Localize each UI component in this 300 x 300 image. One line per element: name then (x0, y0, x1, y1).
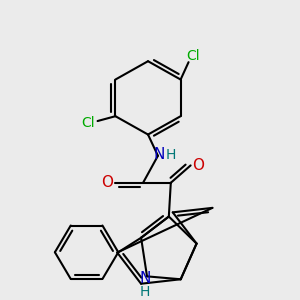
Text: O: O (193, 158, 205, 173)
Text: Cl: Cl (187, 50, 200, 63)
Text: Cl: Cl (81, 116, 94, 130)
Text: N: N (140, 271, 151, 286)
Text: N: N (153, 147, 165, 162)
Text: H: H (166, 148, 176, 162)
Text: O: O (101, 175, 113, 190)
Text: H: H (140, 285, 150, 299)
